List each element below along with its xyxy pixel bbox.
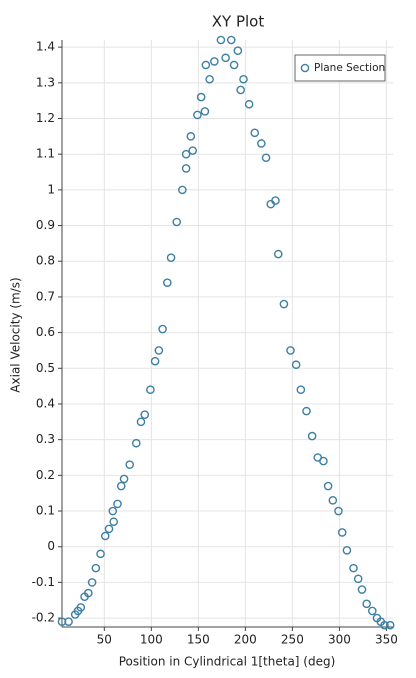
point xyxy=(226,35,236,45)
point xyxy=(233,46,243,56)
point xyxy=(181,164,191,173)
point xyxy=(91,563,101,573)
point xyxy=(193,110,202,120)
y-tick-label: 0.7 xyxy=(36,289,55,303)
y-tick-label: 1.3 xyxy=(36,75,55,89)
point xyxy=(229,60,239,70)
y-tick-label: 0.4 xyxy=(36,396,55,410)
point xyxy=(150,356,160,366)
point xyxy=(188,146,198,155)
point xyxy=(334,506,343,516)
y-tick-label: 1.2 xyxy=(36,111,55,125)
point xyxy=(186,132,196,141)
point xyxy=(205,74,214,84)
point xyxy=(286,346,295,355)
point xyxy=(323,481,333,491)
point xyxy=(172,217,182,227)
point xyxy=(271,196,280,205)
y-tick-label: 1.4 xyxy=(36,40,55,54)
x-tick-label: 50 xyxy=(97,633,112,647)
point xyxy=(319,456,328,466)
point xyxy=(357,585,367,594)
y-tick-label: 0.3 xyxy=(36,432,55,446)
y-tick-label: 0.2 xyxy=(36,468,55,482)
point xyxy=(76,603,86,612)
point xyxy=(368,606,377,616)
x-tick-label: 350 xyxy=(375,633,398,647)
x-tick-label: 300 xyxy=(328,633,351,647)
point xyxy=(109,517,119,527)
y-axis-label: Axial Velocity (m/s) xyxy=(9,277,23,392)
point xyxy=(158,324,167,334)
y-tick-label: 0 xyxy=(47,539,55,553)
y-tick-label: 0.1 xyxy=(36,504,55,518)
x-tick-label: 200 xyxy=(234,633,257,647)
point xyxy=(96,549,105,559)
point xyxy=(181,149,191,159)
point xyxy=(108,506,118,516)
point xyxy=(244,99,254,109)
legend-box xyxy=(294,54,386,82)
point xyxy=(210,57,219,66)
point xyxy=(342,545,352,555)
point xyxy=(140,410,150,419)
point xyxy=(362,599,371,609)
point xyxy=(116,481,126,491)
point xyxy=(239,74,248,84)
point xyxy=(216,35,226,45)
point xyxy=(125,460,135,469)
point xyxy=(349,563,358,573)
point xyxy=(146,385,155,395)
point xyxy=(64,617,73,626)
point xyxy=(163,278,172,287)
point xyxy=(113,499,122,509)
point xyxy=(200,107,210,116)
point xyxy=(380,620,389,630)
point xyxy=(131,438,141,448)
point xyxy=(104,524,114,534)
legend-marker xyxy=(300,63,310,73)
y-tick-label: 0.6 xyxy=(36,325,55,339)
point xyxy=(250,128,260,138)
point xyxy=(196,92,206,102)
x-tick-label: 250 xyxy=(281,633,304,647)
y-tick-label: 0.8 xyxy=(36,254,55,268)
point xyxy=(257,139,266,148)
chart-title: XY Plot xyxy=(212,13,265,31)
point xyxy=(296,385,306,395)
point xyxy=(201,60,211,70)
point xyxy=(221,53,230,63)
point xyxy=(353,574,363,584)
point xyxy=(136,417,146,427)
y-tick-label: -0.1 xyxy=(32,575,55,589)
point xyxy=(279,299,289,309)
point xyxy=(273,249,283,259)
point xyxy=(178,185,187,195)
point xyxy=(385,620,395,630)
point xyxy=(154,346,164,355)
legend-label: Plane Section xyxy=(314,62,385,74)
point xyxy=(84,588,93,598)
point xyxy=(261,153,271,163)
x-axis-label: Position in Cylindrical 1[theta] (deg) xyxy=(119,655,336,669)
point xyxy=(100,531,110,541)
point xyxy=(166,253,176,262)
x-tick-label: 150 xyxy=(187,633,210,647)
point xyxy=(307,431,317,441)
point xyxy=(328,496,338,505)
y-tick-label: 1.1 xyxy=(36,147,55,161)
point xyxy=(87,578,97,587)
y-tick-label: 0.9 xyxy=(36,218,55,232)
point xyxy=(337,528,347,537)
point xyxy=(302,406,311,416)
y-tick-label: 1 xyxy=(47,182,55,196)
point xyxy=(236,85,245,95)
y-tick-label: 0.5 xyxy=(36,361,55,375)
point xyxy=(291,360,301,370)
y-tick-label: -0.2 xyxy=(32,611,55,625)
x-tick-label: 100 xyxy=(140,633,163,647)
point xyxy=(119,474,129,484)
